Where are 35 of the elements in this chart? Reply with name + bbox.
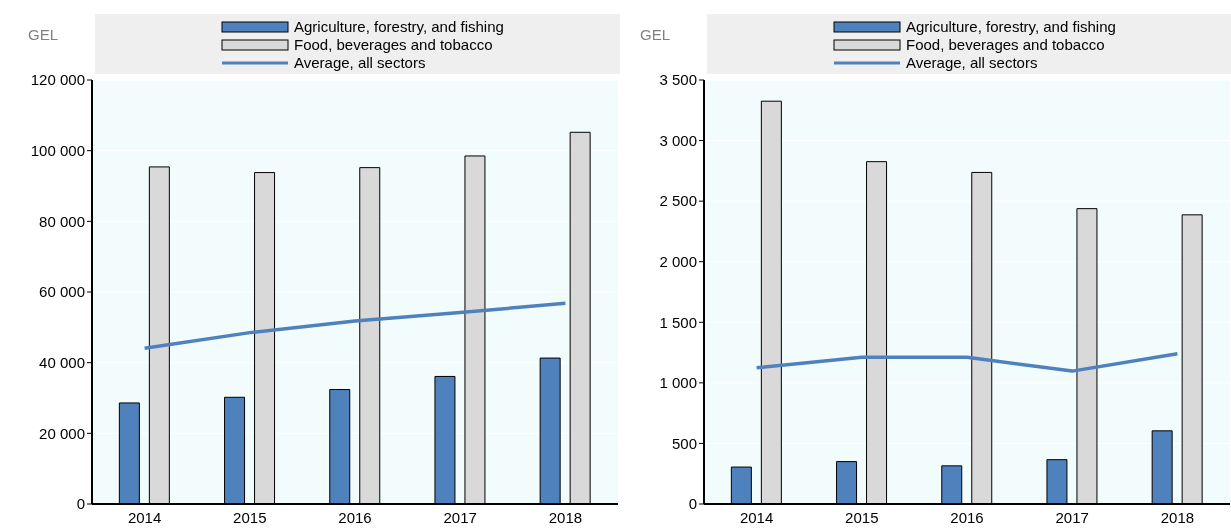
legend-label: Food, beverages and tobacco: [294, 36, 493, 54]
legend-label: Agriculture, forestry, and fishing: [294, 18, 504, 36]
x-tick-label: 2014: [739, 508, 774, 526]
y-tick-label: 100 000: [30, 141, 85, 159]
x-tick-label: 2016: [338, 508, 372, 526]
x-tick-label: 2017: [1055, 508, 1089, 526]
y-tick-label: 40 000: [39, 353, 85, 371]
line-series: [142, 301, 568, 350]
y-tick-label: 0: [688, 495, 697, 513]
y-tick-label: 2 500: [659, 192, 697, 210]
y-tick-label: 0: [76, 495, 85, 513]
y-tick-label: 3 000: [659, 131, 697, 149]
y-tick-label: 2 000: [659, 253, 697, 271]
x-tick-label: 2015: [233, 508, 267, 526]
y-tick-label: 20 000: [39, 424, 85, 442]
y-tick-label: 60 000: [39, 283, 85, 301]
x-tick-label: 2018: [1160, 508, 1195, 526]
legend-label: Average, all sectors: [906, 54, 1038, 72]
legend-label: Food, beverages and tobacco: [906, 36, 1105, 54]
x-tick-label: 2017: [443, 508, 477, 526]
x-tick-label: 2018: [548, 508, 583, 526]
line-series: [754, 352, 1180, 373]
y-tick-label: 120 000: [30, 71, 85, 89]
y-tick-label: 3 500: [659, 71, 697, 89]
y-tick-label: 80 000: [39, 212, 85, 230]
x-tick-label: 2016: [950, 508, 984, 526]
y-axis-title: GEL: [28, 26, 59, 43]
y-tick-label: 500: [671, 434, 697, 452]
x-tick-label: 2015: [845, 508, 879, 526]
y-tick-label: 1 000: [659, 374, 697, 392]
legend-label: Average, all sectors: [294, 54, 426, 72]
y-axis-title: GEL: [640, 26, 671, 43]
y-tick-label: 1 500: [659, 313, 697, 331]
legend-label: Agriculture, forestry, and fishing: [906, 18, 1116, 36]
x-tick-label: 2014: [127, 508, 162, 526]
